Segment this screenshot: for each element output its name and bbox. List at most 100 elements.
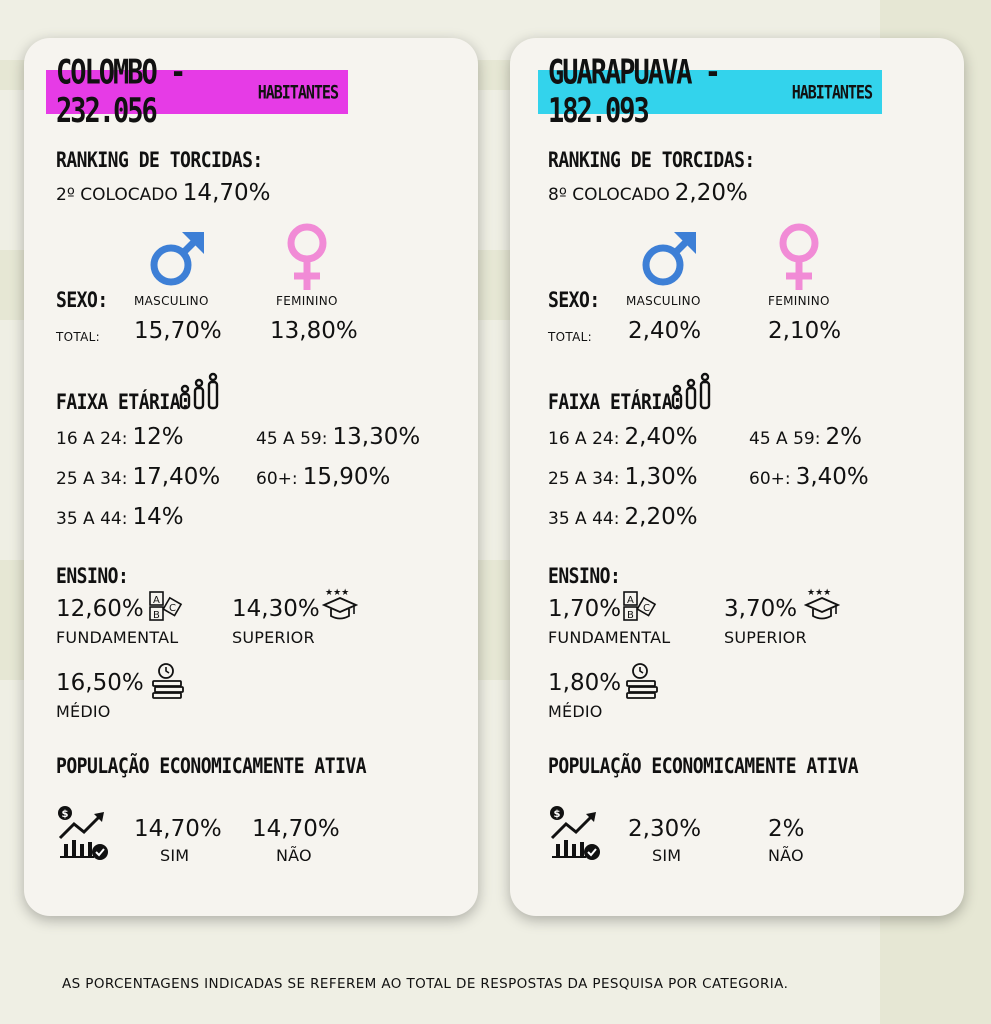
- female-label: FEMININO: [276, 294, 338, 308]
- pea-value: 14,70%: [252, 816, 340, 842]
- sex-heading: SEXO:: [56, 288, 108, 314]
- edu-value: 14,30%: [232, 596, 320, 622]
- books-clock-icon: [626, 663, 658, 699]
- city-title-bar: GUARAPUAVA - 182.093 HABITANTES: [538, 53, 882, 131]
- pea-label: NÃO: [276, 846, 312, 865]
- age-label: 16 A 24:: [56, 429, 128, 449]
- edu-heading: ENSINO:: [56, 564, 129, 590]
- female-value: 13,80%: [270, 318, 358, 344]
- svg-text:A: A: [153, 595, 160, 606]
- edu-value: 16,50%: [56, 670, 144, 696]
- abc-blocks-icon: A B C: [623, 591, 657, 621]
- pea-heading: POPULAÇÃO ECONOMICAMENTE ATIVA: [56, 754, 367, 780]
- age-label: 45 A 59:: [256, 429, 328, 449]
- male-value: 15,70%: [134, 318, 222, 344]
- svg-text:★★★: ★★★: [807, 588, 831, 598]
- age-value: 1,30%: [624, 464, 698, 490]
- age-heading: FAIXA ETÁRIA:: [56, 390, 191, 416]
- svg-text:A: A: [627, 595, 634, 606]
- people-icon: [179, 372, 219, 410]
- city-title: COLOMBO - 232.056: [56, 53, 186, 131]
- pea-value: 14,70%: [134, 816, 222, 842]
- ranking-place: 2º COLOCADO: [56, 185, 178, 205]
- edu-label: SUPERIOR: [232, 628, 315, 647]
- abc-blocks-icon: A B C: [149, 591, 183, 621]
- age-row: 35 A 44: 2,20%: [548, 504, 698, 530]
- age-row: 45 A 59: 2%: [749, 424, 862, 450]
- ranking-heading: RANKING DE TORCIDAS:: [548, 148, 755, 174]
- money-growth-chart-icon: $: [58, 806, 108, 860]
- male-symbol-icon: [642, 232, 696, 286]
- ranking-place: 8º COLOCADO: [548, 185, 670, 205]
- edu-label: MÉDIO: [548, 702, 603, 721]
- age-row: 25 A 34: 17,40%: [56, 464, 220, 490]
- edu-value: 1,70%: [548, 596, 622, 622]
- age-label: 35 A 44:: [548, 509, 620, 529]
- city-card-colombo: COLOMBO - 232.056 HABITANTES RANKING DE …: [24, 38, 478, 916]
- female-symbol-icon: [287, 223, 327, 290]
- books-clock-icon: [152, 663, 184, 699]
- pea-value: 2%: [768, 816, 805, 842]
- pea-label: SIM: [652, 846, 682, 865]
- ranking-value: 2,20%: [674, 180, 748, 206]
- pea-value: 2,30%: [628, 816, 702, 842]
- age-row: 60+: 3,40%: [749, 464, 869, 490]
- female-symbol-icon: [779, 223, 819, 290]
- age-row: 35 A 44: 14%: [56, 504, 184, 530]
- edu-label: FUNDAMENTAL: [548, 628, 671, 647]
- city-title-suffix: HABITANTES: [257, 80, 339, 104]
- age-value: 2,40%: [624, 424, 698, 450]
- age-label: 16 A 24:: [548, 429, 620, 449]
- footer-note: AS PORCENTAGENS INDICADAS SE REFEREM AO …: [62, 976, 789, 992]
- age-value: 3,40%: [795, 464, 869, 490]
- ranking-value: 14,70%: [182, 180, 271, 206]
- graduation-cap-icon: ★★★: [322, 588, 358, 620]
- svg-text:$: $: [62, 809, 69, 820]
- edu-heading: ENSINO:: [548, 564, 621, 590]
- ranking-heading: RANKING DE TORCIDAS:: [56, 148, 263, 174]
- svg-text:C: C: [169, 603, 176, 614]
- edu-value: 3,70%: [724, 596, 798, 622]
- edu-label: MÉDIO: [56, 702, 111, 721]
- money-growth-chart-icon: $: [550, 806, 600, 860]
- graduation-cap-icon: ★★★: [804, 588, 840, 620]
- female-value: 2,10%: [768, 318, 842, 344]
- age-row: 25 A 34: 1,30%: [548, 464, 698, 490]
- edu-label: FUNDAMENTAL: [56, 628, 179, 647]
- age-heading: FAIXA ETÁRIA:: [548, 390, 683, 416]
- age-label: 45 A 59:: [749, 429, 821, 449]
- age-value: 2,20%: [624, 504, 698, 530]
- male-label: MASCULINO: [626, 294, 701, 308]
- svg-text:B: B: [627, 610, 634, 621]
- pea-label: SIM: [160, 846, 190, 865]
- svg-text:$: $: [554, 809, 561, 820]
- female-label: FEMININO: [768, 294, 830, 308]
- age-row: 16 A 24: 12%: [56, 424, 184, 450]
- age-row: 60+: 15,90%: [256, 464, 390, 490]
- age-label: 25 A 34:: [56, 469, 128, 489]
- age-value: 14%: [132, 504, 184, 530]
- pea-heading: POPULAÇÃO ECONOMICAMENTE ATIVA: [548, 754, 859, 780]
- age-row: 16 A 24: 2,40%: [548, 424, 698, 450]
- age-value: 12%: [132, 424, 184, 450]
- svg-text:B: B: [153, 610, 160, 621]
- age-label: 35 A 44:: [56, 509, 128, 529]
- age-value: 2%: [825, 424, 863, 450]
- age-value: 13,30%: [332, 424, 421, 450]
- edu-value: 12,60%: [56, 596, 144, 622]
- edu-value: 1,80%: [548, 670, 622, 696]
- age-value: 15,90%: [302, 464, 391, 490]
- total-label: TOTAL:: [56, 330, 100, 344]
- male-value: 2,40%: [628, 318, 702, 344]
- people-icon: [671, 372, 711, 410]
- male-label: MASCULINO: [134, 294, 209, 308]
- city-title-bar: COLOMBO - 232.056 HABITANTES: [46, 53, 348, 131]
- total-label: TOTAL:: [548, 330, 592, 344]
- sex-heading: SEXO:: [548, 288, 600, 314]
- age-value: 17,40%: [132, 464, 221, 490]
- pea-label: NÃO: [768, 846, 804, 865]
- svg-text:C: C: [643, 603, 650, 614]
- city-title: GUARAPUAVA - 182.093: [548, 53, 721, 131]
- city-title-suffix: HABITANTES: [791, 80, 873, 104]
- male-symbol-icon: [150, 232, 204, 286]
